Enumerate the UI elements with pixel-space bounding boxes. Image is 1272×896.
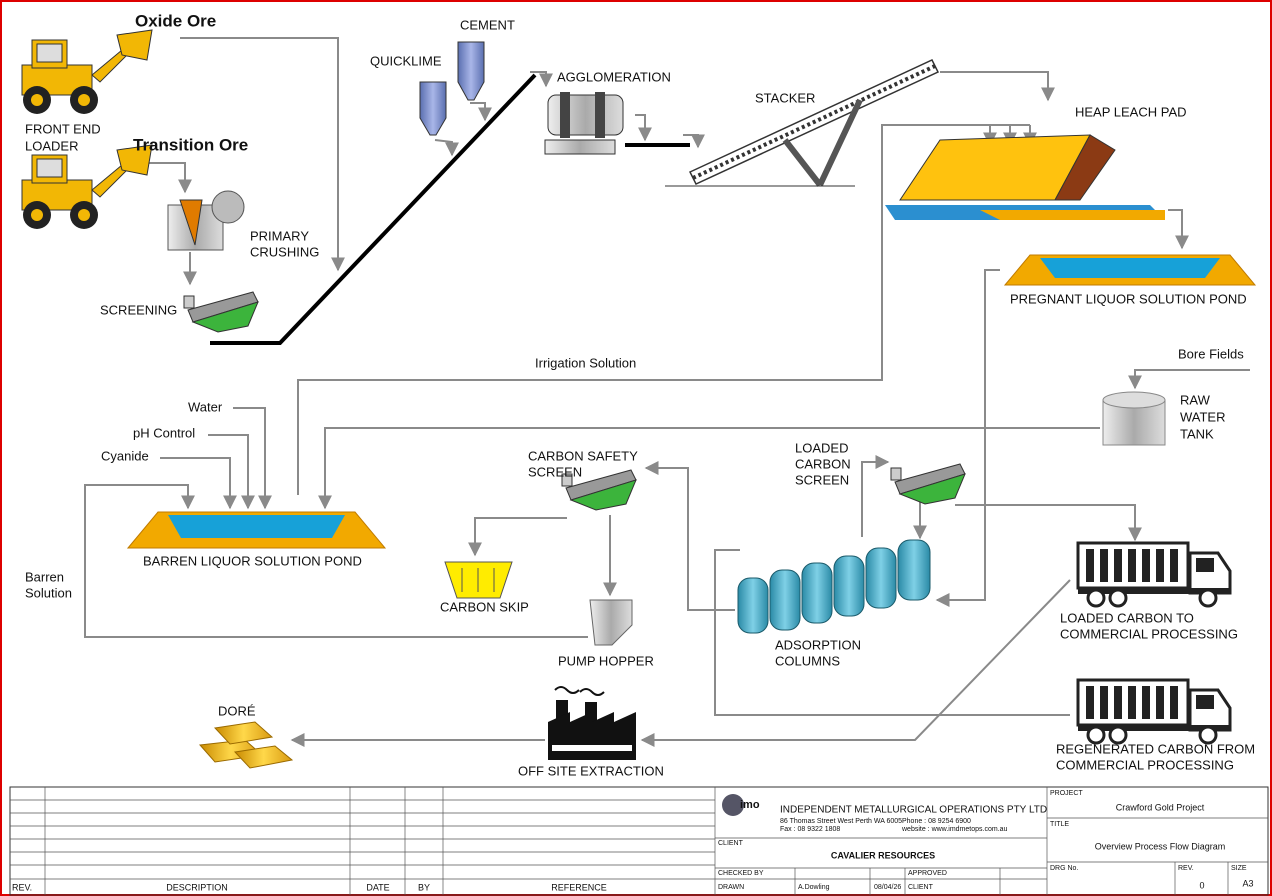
label: TANK	[1180, 426, 1214, 441]
label: FRONT END	[25, 121, 101, 136]
label: PRIMARY	[250, 228, 309, 243]
label: WATER	[1180, 409, 1226, 424]
label: Bore Fields	[1178, 346, 1244, 361]
gold-bars	[198, 721, 294, 769]
label: LOADED	[795, 440, 848, 455]
field-label: SIZE	[1231, 865, 1247, 872]
rev: 0	[1199, 880, 1204, 890]
primary-crusher	[167, 190, 245, 251]
label: SCREEN	[528, 464, 582, 479]
drawn-by: A.Dowling	[798, 884, 830, 891]
table-header: BY	[418, 882, 430, 892]
label: CEMENT	[460, 17, 515, 32]
label: Water	[188, 399, 223, 414]
agglomeration-drum	[544, 92, 624, 155]
heap-leach-pad	[885, 134, 1165, 220]
label: Transition Ore	[133, 135, 248, 154]
table-header: DESCRIPTION	[166, 882, 228, 892]
table-header: DATE	[366, 882, 389, 892]
label: BARREN LIQUOR SOLUTION POND	[143, 553, 362, 568]
label: CARBON	[795, 456, 851, 471]
barren-pond	[126, 511, 387, 549]
client: CAVALIER RESOURCES	[831, 850, 935, 860]
label: COLUMNS	[775, 653, 840, 668]
drawn-date: 08/04/26	[874, 884, 901, 891]
field-label: CLIENT	[908, 884, 934, 891]
label: REGENERATED CARBON FROM	[1056, 741, 1255, 756]
label: COMMERCIAL PROCESSING	[1060, 626, 1238, 641]
label: LOADED CARBON TO	[1060, 610, 1194, 625]
label: Irrigation Solution	[535, 355, 636, 370]
label: LOADER	[25, 138, 78, 153]
silos	[419, 41, 485, 136]
loaded-carbon-screen	[890, 463, 966, 505]
website: website : www.imdmetops.com.au	[901, 826, 1008, 833]
pregnant-pond	[1003, 254, 1257, 286]
label: CARBON SKIP	[440, 599, 529, 614]
front-end-loader	[21, 29, 153, 115]
drawing-title: Overview Process Flow Diagram	[1095, 841, 1226, 851]
field-label: DRG No.	[1050, 865, 1078, 872]
logo: imo	[740, 799, 760, 811]
label: Cyanide	[101, 448, 149, 463]
label: Solution	[25, 585, 72, 600]
label: pH Control	[133, 425, 195, 440]
size: A3	[1242, 878, 1253, 888]
labels: Oxide Ore Transition Ore FRONT END LOADE…	[25, 11, 1255, 778]
table-header: REV.	[12, 882, 32, 892]
field-label: APPROVED	[908, 870, 947, 877]
label: DORÉ	[218, 703, 256, 718]
label: STACKER	[755, 90, 815, 105]
stacker	[665, 59, 940, 187]
label: Oxide Ore	[135, 11, 216, 30]
field-label: CLIENT	[718, 840, 744, 847]
label: RAW	[1180, 392, 1211, 407]
pump-hopper	[589, 599, 633, 646]
logo-mark	[722, 794, 744, 816]
label: HEAP LEACH PAD	[1075, 104, 1187, 119]
label: SCREEN	[795, 472, 849, 487]
raw-water-tank	[1102, 391, 1166, 446]
label: Barren	[25, 569, 64, 584]
title-block: REV. DESCRIPTION DATE BY REFERENCE imo I…	[9, 786, 1269, 896]
flow-lines	[84, 37, 1250, 747]
adsorption-columns	[737, 539, 931, 634]
truck	[1076, 678, 1232, 745]
truck	[1076, 541, 1232, 608]
label: ADSORPTION	[775, 637, 861, 652]
field-label: DRAWN	[718, 884, 744, 891]
label: PREGNANT LIQUOR SOLUTION POND	[1010, 291, 1247, 306]
field-label: TITLE	[1050, 821, 1069, 828]
table-header: REFERENCE	[551, 882, 607, 892]
label: CARBON SAFETY	[528, 448, 638, 463]
label: OFF SITE EXTRACTION	[518, 763, 664, 778]
carbon-skip	[444, 561, 513, 599]
screen	[183, 291, 259, 333]
label: SCREENING	[100, 302, 177, 317]
label: QUICKLIME	[370, 53, 442, 68]
fax: Fax : 08 9322 1808	[780, 826, 840, 833]
phone: Phone : 08 9254 6900	[902, 818, 971, 825]
factory	[548, 686, 636, 760]
address: 86 Thomas Street West Perth WA 6005	[780, 818, 902, 825]
front-end-loader	[21, 144, 153, 230]
field-label: CHECKED BY	[718, 870, 764, 877]
field-label: REV.	[1178, 865, 1194, 872]
project: Crawford Gold Project	[1116, 802, 1205, 812]
label: CRUSHING	[250, 244, 319, 259]
company: INDEPENDENT METALLURGICAL OPERATIONS PTY…	[780, 805, 1047, 816]
field-label: PROJECT	[1050, 790, 1083, 797]
label: PUMP HOPPER	[558, 653, 654, 668]
label: AGGLOMERATION	[557, 69, 671, 84]
label: COMMERCIAL PROCESSING	[1056, 757, 1234, 772]
